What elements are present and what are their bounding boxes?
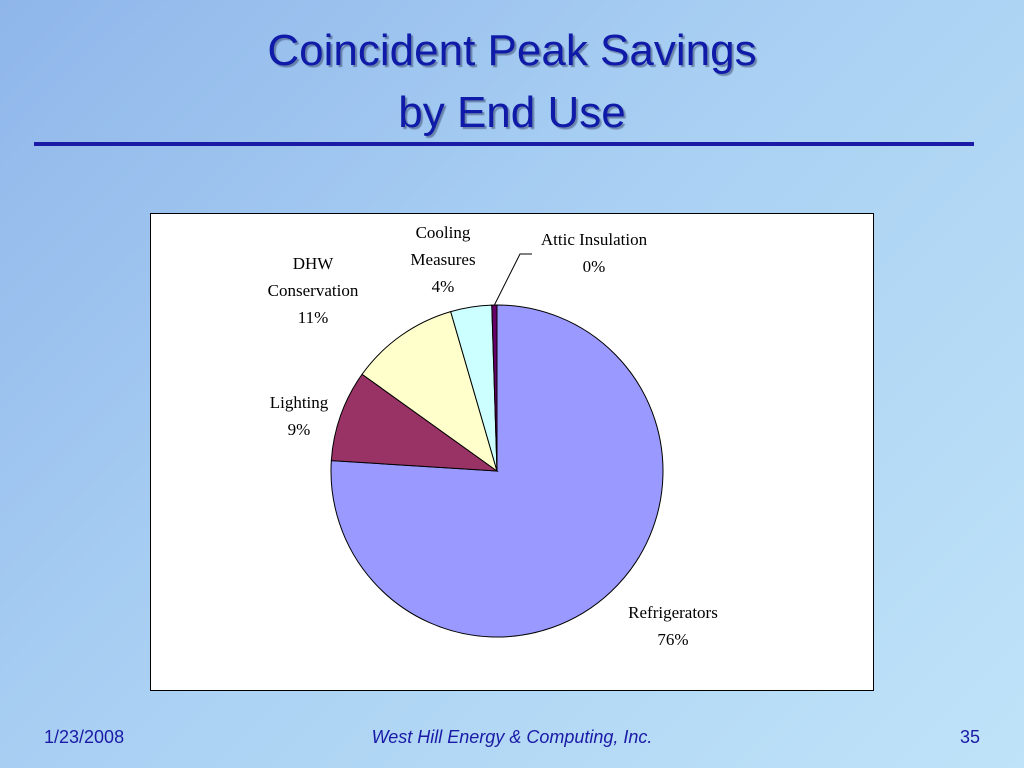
pie-slice-attic-insulation <box>491 304 498 472</box>
data-label-refrigerators: Refrigerators 76% <box>628 603 718 649</box>
pie-slice-dhw-conservation <box>361 310 498 473</box>
data-label-dhw-conservation: DHW Conservation 11% <box>268 254 359 327</box>
pie-chart: Refrigerators 76% Lighting 9% DHW Conservatio… <box>150 213 874 691</box>
data-label-attic-insulation: Attic Insulation 0% <box>541 230 648 276</box>
pie-chart-svg: Refrigerators 76% Lighting 9% DHW Conservatio… <box>268 223 718 649</box>
footer-date: 1/23/2008 <box>44 727 125 747</box>
pie-slice-refrigerators <box>330 304 664 638</box>
title-line-1: Coincident Peak Savings <box>267 26 757 75</box>
footer-page-number: 35 <box>959 727 980 747</box>
slide-title: Coincident Peak Savings by End Use <box>0 20 1024 144</box>
data-label-lighting: Lighting 9% <box>270 393 329 439</box>
title-line-2: by End Use <box>398 88 626 137</box>
leader-line-attic-insulation <box>493 253 532 306</box>
pie-slice-lighting <box>330 373 499 472</box>
data-label-cooling-measures: Cooling Measures 4% <box>410 223 475 296</box>
title-underline <box>34 142 974 146</box>
footer-company: West Hill Energy & Computing, Inc. <box>371 727 653 747</box>
